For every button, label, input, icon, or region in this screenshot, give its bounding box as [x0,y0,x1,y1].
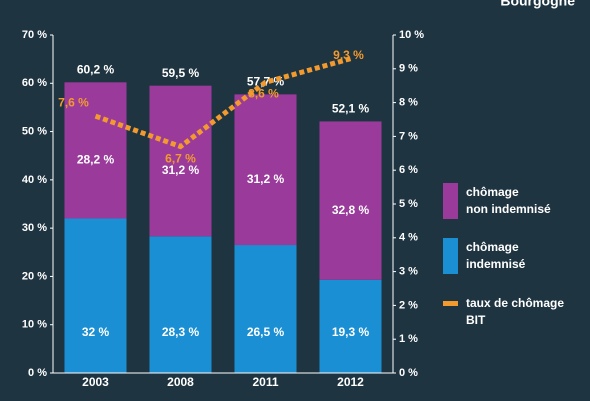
legend-swatch [443,238,458,274]
bar-segment [64,218,127,373]
data-label: 28,2 % [77,153,115,167]
bar-segment [149,85,212,237]
y2-tick-label: 4 % [399,232,418,244]
line-label: 9,3 % [333,48,364,62]
y-tick-label: 20 % [22,270,47,282]
legend-label: chômage indemnisé [466,240,526,271]
y-tick-label: 50 % [22,125,47,137]
y2-tick-label: 6 % [399,164,418,176]
legend-swatch [443,301,458,306]
data-label: 31,2 % [247,172,285,186]
legend-swatch [443,183,458,219]
x-tick-label: 2008 [167,375,194,389]
bar-segment [64,82,127,219]
y2-tick-label: 3 % [399,266,418,278]
bar-segment [319,121,382,280]
data-label: 32 % [82,325,110,339]
y2-tick-label: 7 % [399,130,418,142]
legend-item: chômage non indemnisé [443,183,551,219]
total-label: 60,2 % [77,62,115,76]
data-label: 26,5 % [247,325,285,339]
data-label: 31,2 % [162,163,200,177]
legend-label: chômage non indemnisé [466,185,551,216]
y2-tick-label: 9 % [399,63,418,75]
data-label: 19,3 % [332,325,370,339]
y2-tick-label: 2 % [399,299,418,311]
y-tick-label: 60 % [22,77,47,89]
y-tick-label: 40 % [22,174,47,186]
y2-tick-label: 1 % [399,333,418,345]
line-label: 6,7 % [165,152,196,166]
line [94,56,352,150]
y-tick-label: 70 % [22,29,47,41]
bar-segment [149,236,212,373]
bar-segment [319,279,382,373]
chart-title: Bourgogne [500,0,575,9]
data-label: 32,8 % [332,203,370,217]
y-tick-label: 10 % [22,319,47,331]
data-label: 28,3 % [162,325,200,339]
y2-tick-label: 8 % [399,97,418,109]
bar-segment [234,94,297,246]
total-label: 57,7 % [247,75,285,89]
y-tick-label: 30 % [22,222,47,234]
legend-item: chômage indemnisé [443,238,525,274]
line-label: 8,6 % [248,86,279,100]
y2-tick-label: 10 % [399,29,424,41]
total-label: 52,1 % [332,102,370,116]
y-tick-label: 0 % [28,367,47,379]
total-label: 59,5 % [162,66,200,80]
legend-label: taux de chômage BIT [466,296,565,327]
x-tick-label: 2011 [252,375,278,389]
y2-tick-label: 5 % [399,198,418,210]
line-label: 7,6 % [58,95,89,109]
legend-item: taux de chômage BIT [443,295,564,329]
x-tick-label: 2003 [82,375,109,389]
bar-segment [234,245,297,373]
y2-tick-label: 0 % [399,367,418,379]
x-tick-label: 2012 [337,375,364,389]
